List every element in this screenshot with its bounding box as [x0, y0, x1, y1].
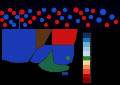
- Bar: [52, 1, 74, 29]
- Circle shape: [52, 8, 56, 12]
- Polygon shape: [52, 5, 78, 45]
- Circle shape: [20, 10, 24, 14]
- Circle shape: [77, 19, 79, 23]
- Bar: [37, 1, 52, 29]
- Circle shape: [12, 11, 15, 15]
- Circle shape: [12, 23, 15, 27]
- Bar: [83, 60, 90, 65]
- Circle shape: [60, 16, 63, 19]
- Circle shape: [29, 10, 31, 12]
- Circle shape: [91, 10, 95, 12]
- Circle shape: [83, 16, 85, 19]
- Polygon shape: [36, 8, 52, 50]
- Polygon shape: [30, 45, 52, 63]
- Circle shape: [0, 11, 3, 15]
- Bar: [20, 1, 37, 29]
- Circle shape: [67, 57, 69, 59]
- Circle shape: [79, 11, 83, 15]
- Circle shape: [114, 20, 117, 23]
- Circle shape: [4, 15, 8, 19]
- Circle shape: [85, 8, 89, 11]
- Circle shape: [57, 11, 60, 15]
- Bar: [83, 37, 90, 42]
- Circle shape: [12, 15, 16, 19]
- Circle shape: [21, 19, 24, 22]
- Bar: [96, 1, 120, 29]
- Bar: [83, 32, 90, 83]
- Circle shape: [24, 11, 27, 15]
- Circle shape: [9, 20, 12, 23]
- Bar: [83, 33, 90, 37]
- Bar: [0, 1, 19, 29]
- Bar: [83, 69, 90, 74]
- Circle shape: [37, 11, 41, 15]
- Polygon shape: [52, 45, 74, 65]
- Bar: [83, 46, 90, 51]
- Circle shape: [55, 20, 59, 23]
- Circle shape: [29, 20, 31, 23]
- Circle shape: [3, 23, 6, 27]
- Circle shape: [105, 23, 108, 27]
- Bar: [83, 78, 90, 83]
- Circle shape: [90, 15, 93, 19]
- Circle shape: [48, 15, 51, 19]
- Circle shape: [17, 18, 19, 20]
- Bar: [83, 51, 90, 56]
- Bar: [83, 42, 90, 46]
- Circle shape: [74, 8, 78, 12]
- Bar: [83, 56, 90, 60]
- Polygon shape: [2, 11, 36, 63]
- Circle shape: [66, 23, 69, 27]
- Circle shape: [45, 24, 47, 26]
- Circle shape: [9, 8, 12, 11]
- Circle shape: [15, 15, 18, 19]
- Polygon shape: [38, 50, 70, 72]
- Bar: [83, 65, 90, 69]
- Circle shape: [97, 18, 101, 22]
- Polygon shape: [62, 72, 68, 75]
- Circle shape: [33, 16, 36, 19]
- Bar: [74, 1, 96, 29]
- Circle shape: [110, 15, 114, 19]
- Circle shape: [87, 23, 90, 27]
- Circle shape: [6, 22, 9, 24]
- Circle shape: [1, 19, 3, 21]
- Circle shape: [69, 15, 72, 19]
- Circle shape: [21, 11, 24, 15]
- Circle shape: [24, 23, 27, 27]
- Bar: [83, 74, 90, 78]
- Circle shape: [41, 19, 43, 22]
- Circle shape: [63, 8, 66, 11]
- Circle shape: [101, 10, 105, 15]
- Circle shape: [42, 8, 45, 11]
- Circle shape: [24, 15, 27, 18]
